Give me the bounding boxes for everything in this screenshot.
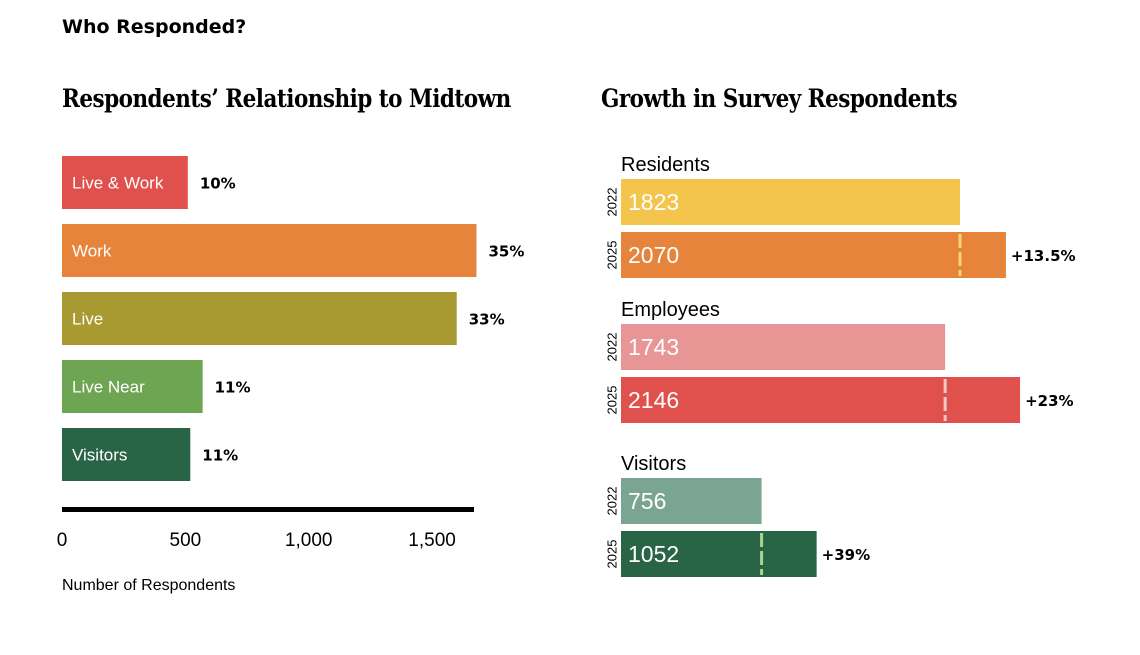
growth-bar-2022 [621,324,946,370]
bar-visitors [62,428,191,481]
year-label: 2025 [605,241,620,270]
bar-category-label: Live & Work [72,174,164,193]
growth-change-label: +13.5% [1011,247,1076,265]
bar-live-near [62,360,203,413]
bar-work [62,224,477,277]
bar-percent-label: 33% [469,311,505,329]
relationship-chart-title: Respondents’ Relationship to Midtown [62,84,511,113]
group-label: Employees [621,299,720,321]
growth-bar-2025 [621,531,817,577]
bar-percent-label: 35% [488,243,524,261]
growth-bar-2025 [621,232,1006,278]
bar-percent-label: 11% [202,447,238,465]
growth-bar-2022 [621,179,960,225]
x-axis-title: Number of Respondents [62,577,235,594]
growth-change-label: +39% [822,546,870,564]
growth-bar-2025 [621,377,1021,423]
year-label: 2025 [605,540,620,569]
growth-chart-title: Growth in Survey Respondents [601,84,958,113]
bar-value-label: 1743 [628,334,679,360]
year-label: 2025 [605,386,620,415]
bar-live-work [62,156,188,209]
bar-category-label: Live Near [72,378,145,397]
x-tick-label: 1,500 [408,530,456,551]
bar-percent-label: 10% [200,175,236,193]
bar-live [62,292,457,345]
x-tick-label: 1,000 [285,530,333,551]
bar-percent-label: 11% [215,379,251,397]
year-label: 2022 [605,487,620,516]
year-label: 2022 [605,188,620,217]
section-heading: Who Responded? [62,16,247,38]
bar-value-label: 1823 [628,189,679,215]
bar-category-label: Visitors [72,446,127,465]
bar-value-label: 756 [628,488,666,514]
growth-bar-2022 [621,478,762,524]
bar-value-label: 2070 [628,242,679,268]
x-axis-line [62,507,474,512]
bar-value-label: 1052 [628,541,679,567]
group-label: Visitors [621,453,686,475]
bar-category-label: Live [72,310,103,329]
x-tick-label: 0 [57,530,68,551]
bar-value-label: 2146 [628,387,679,413]
growth-change-label: +23% [1025,392,1073,410]
bar-category-label: Work [72,242,112,261]
year-label: 2022 [605,333,620,362]
x-tick-label: 500 [170,530,202,551]
group-label: Residents [621,154,710,176]
